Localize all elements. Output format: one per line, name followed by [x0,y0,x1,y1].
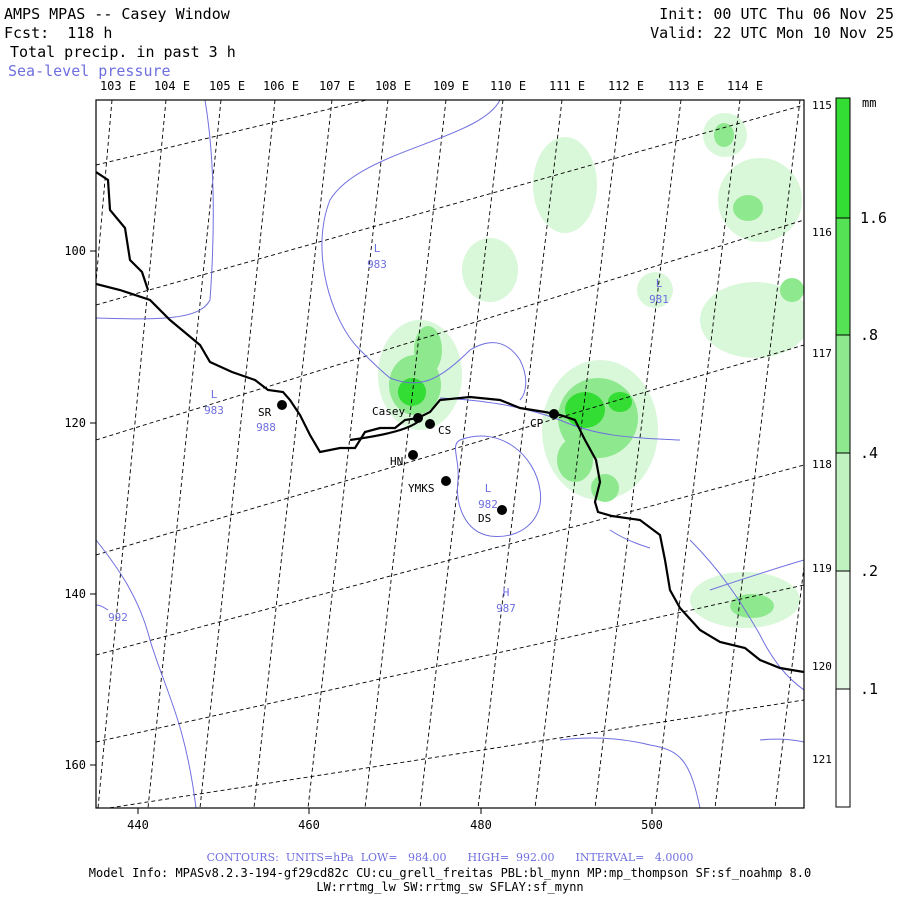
y-axis-tick-label: 100 [64,244,86,258]
top-lon-label: 103 E [100,79,136,93]
pressure-center-type: L [485,482,492,495]
pressure-center-type: H [503,586,510,599]
pressure-center-type: L [211,388,218,401]
field-description: Total precip. in past 3 h [10,43,236,61]
y-axis-tick-label: 120 [64,416,86,430]
overlay-description: Sea-level pressure [8,62,171,80]
station-marker [277,400,287,410]
colorbar-label: .2 [860,562,878,580]
top-lon-label: 110 E [490,79,526,93]
station-label: HN [390,455,403,468]
valid-time: Valid: 22 UTC Mon 10 Nov 25 [650,24,894,42]
pressure-center-value: 988 [256,421,276,434]
colorbar-label: .1 [860,680,878,698]
pressure-center-value: 983 [367,258,387,271]
station-label: DS [478,512,491,525]
station-label: CS [438,424,451,437]
pressure-center-value: 987 [496,602,516,615]
top-lon-label: 109 E [433,79,469,93]
top-lon-label: 113 E [668,79,704,93]
pressure-center-value: 992 [108,611,128,624]
precip-shading [378,113,804,628]
y-axis-tick-label: 160 [64,758,86,772]
station-marker [441,476,451,486]
stations: SR Casey CS HN YMKS DS CP [258,400,559,525]
station-marker [497,505,507,515]
pressure-center-value: 983 [204,404,224,417]
station-label: CP [530,417,544,430]
station-label: SR [258,406,272,419]
top-lon-label: 114 E [727,79,763,93]
x-axis-tick-label: 500 [641,818,663,832]
top-lon-label: 108 E [375,79,411,93]
precip-colorbar: mm 1.6 .8 .4 .2 .1 [835,96,887,808]
pressure-center-value: 982 [478,498,498,511]
top-lon-label: 112 E [608,79,644,93]
x-axis-tick-label: 460 [298,818,320,832]
map-frame [95,99,805,809]
axis-ticks [90,250,653,814]
station-marker [549,409,559,419]
colorbar-label: .4 [860,444,878,462]
map-title: AMPS MPAS -- Casey Window [4,5,230,23]
top-lon-label: 105 E [209,79,245,93]
station-marker [413,413,423,423]
top-lon-label: 107 E [319,79,355,93]
pressure-center-value: 981 [649,293,669,306]
y-axis-tick-label: 140 [64,587,86,601]
station-marker [425,419,435,429]
colorbar-label: .8 [860,326,878,344]
graticule [96,100,804,808]
station-label: Casey [372,405,405,418]
forecast-hour: Fcst: 118 h [4,24,113,42]
top-lon-label: 104 E [154,79,190,93]
top-lon-label: 106 E [263,79,299,93]
pressure-center-type: L [656,277,663,290]
slp-contours [96,100,804,808]
top-lon-label: 111 E [549,79,585,93]
contour-info: CONTOURS: UNITS=hPa LOW= 984.00 HIGH= 99… [206,851,694,864]
model-info: Model Info: MPASv8.2.3-194-gf29cd82c CU:… [88,866,812,880]
model-info-physics: LW:rrtmg_lw SW:rrtmg_sw SFLAY:sf_mynn [316,880,584,894]
init-time: Init: 00 UTC Thu 06 Nov 25 [659,5,894,23]
station-marker [408,450,418,460]
colorbar-label: 1.6 [860,209,887,227]
station-label: YMKS [408,482,435,495]
colorbar-unit: mm [862,96,876,110]
x-axis-tick-label: 440 [127,818,149,832]
pressure-center-type: L [374,242,381,255]
x-axis-tick-label: 480 [470,818,492,832]
